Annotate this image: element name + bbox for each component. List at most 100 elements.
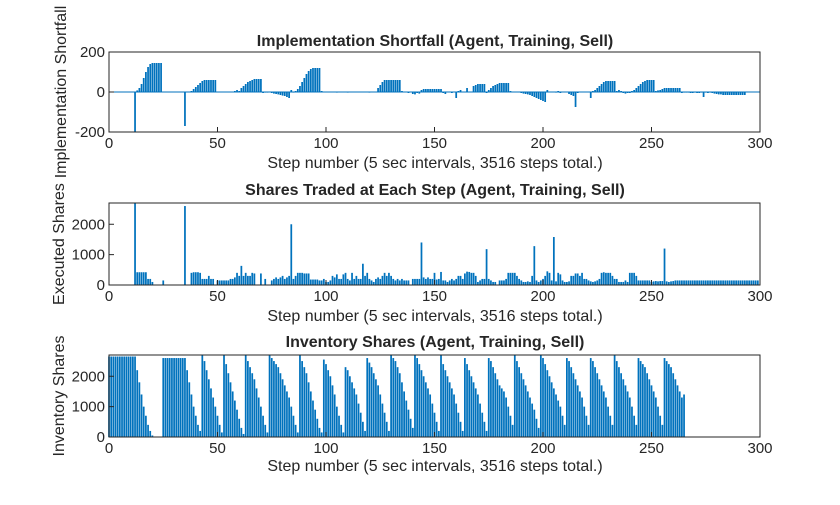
bar — [472, 382, 475, 437]
bar — [635, 275, 638, 285]
bar — [715, 280, 718, 285]
bar — [424, 89, 427, 92]
bar — [207, 275, 210, 285]
bar — [592, 281, 594, 285]
bar — [147, 67, 149, 92]
bar — [184, 358, 186, 437]
x-tick-label: 50 — [209, 135, 226, 152]
x-tick-label: 300 — [747, 135, 772, 152]
bar — [290, 90, 293, 92]
bar — [698, 280, 701, 285]
bar — [561, 280, 564, 285]
bar — [390, 275, 392, 285]
bar — [700, 280, 703, 285]
bar — [622, 281, 625, 285]
bar — [596, 88, 599, 92]
bar — [605, 397, 607, 437]
bar — [342, 274, 345, 285]
y-tick-label: 2000 — [72, 368, 105, 385]
bar — [737, 92, 740, 95]
bar — [140, 272, 143, 285]
bar — [184, 92, 186, 126]
bar — [177, 358, 180, 437]
bar — [507, 272, 510, 285]
bar — [498, 280, 501, 285]
bar — [433, 412, 436, 437]
bar — [214, 80, 217, 92]
bar — [307, 71, 310, 92]
bar — [251, 80, 254, 92]
bar — [672, 373, 675, 437]
bar — [479, 84, 481, 92]
bar — [546, 271, 549, 285]
bar — [166, 358, 169, 437]
bar — [722, 92, 724, 95]
bar — [637, 86, 640, 92]
bar — [676, 385, 679, 437]
bar — [309, 391, 312, 437]
bar — [687, 280, 690, 285]
bar — [474, 275, 477, 285]
bar — [626, 281, 629, 285]
bar — [121, 356, 123, 437]
bar — [516, 275, 518, 285]
bar — [403, 280, 405, 285]
bar — [427, 89, 429, 92]
bar — [325, 364, 327, 437]
bar — [236, 90, 238, 92]
bar — [136, 90, 139, 92]
bar — [175, 358, 178, 437]
bar — [223, 280, 225, 285]
bar — [220, 280, 223, 285]
bar — [134, 203, 136, 285]
bar — [190, 394, 193, 437]
bar — [279, 92, 282, 95]
bar — [379, 394, 382, 437]
bar — [667, 281, 670, 285]
bar — [605, 272, 607, 285]
bar — [149, 430, 152, 437]
bar — [526, 92, 529, 95]
bar — [448, 382, 451, 437]
bar — [422, 277, 425, 285]
bar — [505, 278, 507, 285]
bar — [670, 281, 672, 285]
bar — [314, 68, 317, 92]
bar — [602, 391, 605, 437]
bar — [349, 376, 351, 437]
bar — [659, 281, 662, 285]
bar — [663, 248, 666, 285]
bar — [624, 92, 627, 94]
plot-area — [109, 203, 760, 285]
bar — [181, 358, 184, 437]
bar — [618, 281, 620, 285]
bar — [362, 263, 364, 285]
bar — [388, 430, 390, 437]
bar — [503, 83, 505, 92]
bar — [379, 278, 382, 285]
bar — [641, 364, 644, 437]
bar — [188, 382, 191, 437]
bar — [440, 271, 442, 285]
bar — [557, 272, 560, 285]
y-tick-label: 2000 — [72, 216, 105, 233]
bar — [490, 280, 492, 285]
bar — [424, 278, 427, 285]
x-tick-label: 300 — [747, 440, 772, 457]
bar — [353, 388, 356, 437]
bar — [665, 88, 668, 92]
bar — [446, 376, 449, 437]
bar — [359, 278, 362, 285]
bar — [212, 278, 215, 285]
bar — [490, 88, 492, 92]
bar — [461, 430, 464, 437]
bar — [748, 280, 751, 285]
bar — [594, 367, 596, 437]
bar — [197, 85, 199, 92]
bar — [207, 80, 210, 92]
bar — [583, 406, 586, 437]
bar — [555, 394, 557, 437]
bar — [294, 424, 297, 437]
bar — [483, 421, 486, 437]
